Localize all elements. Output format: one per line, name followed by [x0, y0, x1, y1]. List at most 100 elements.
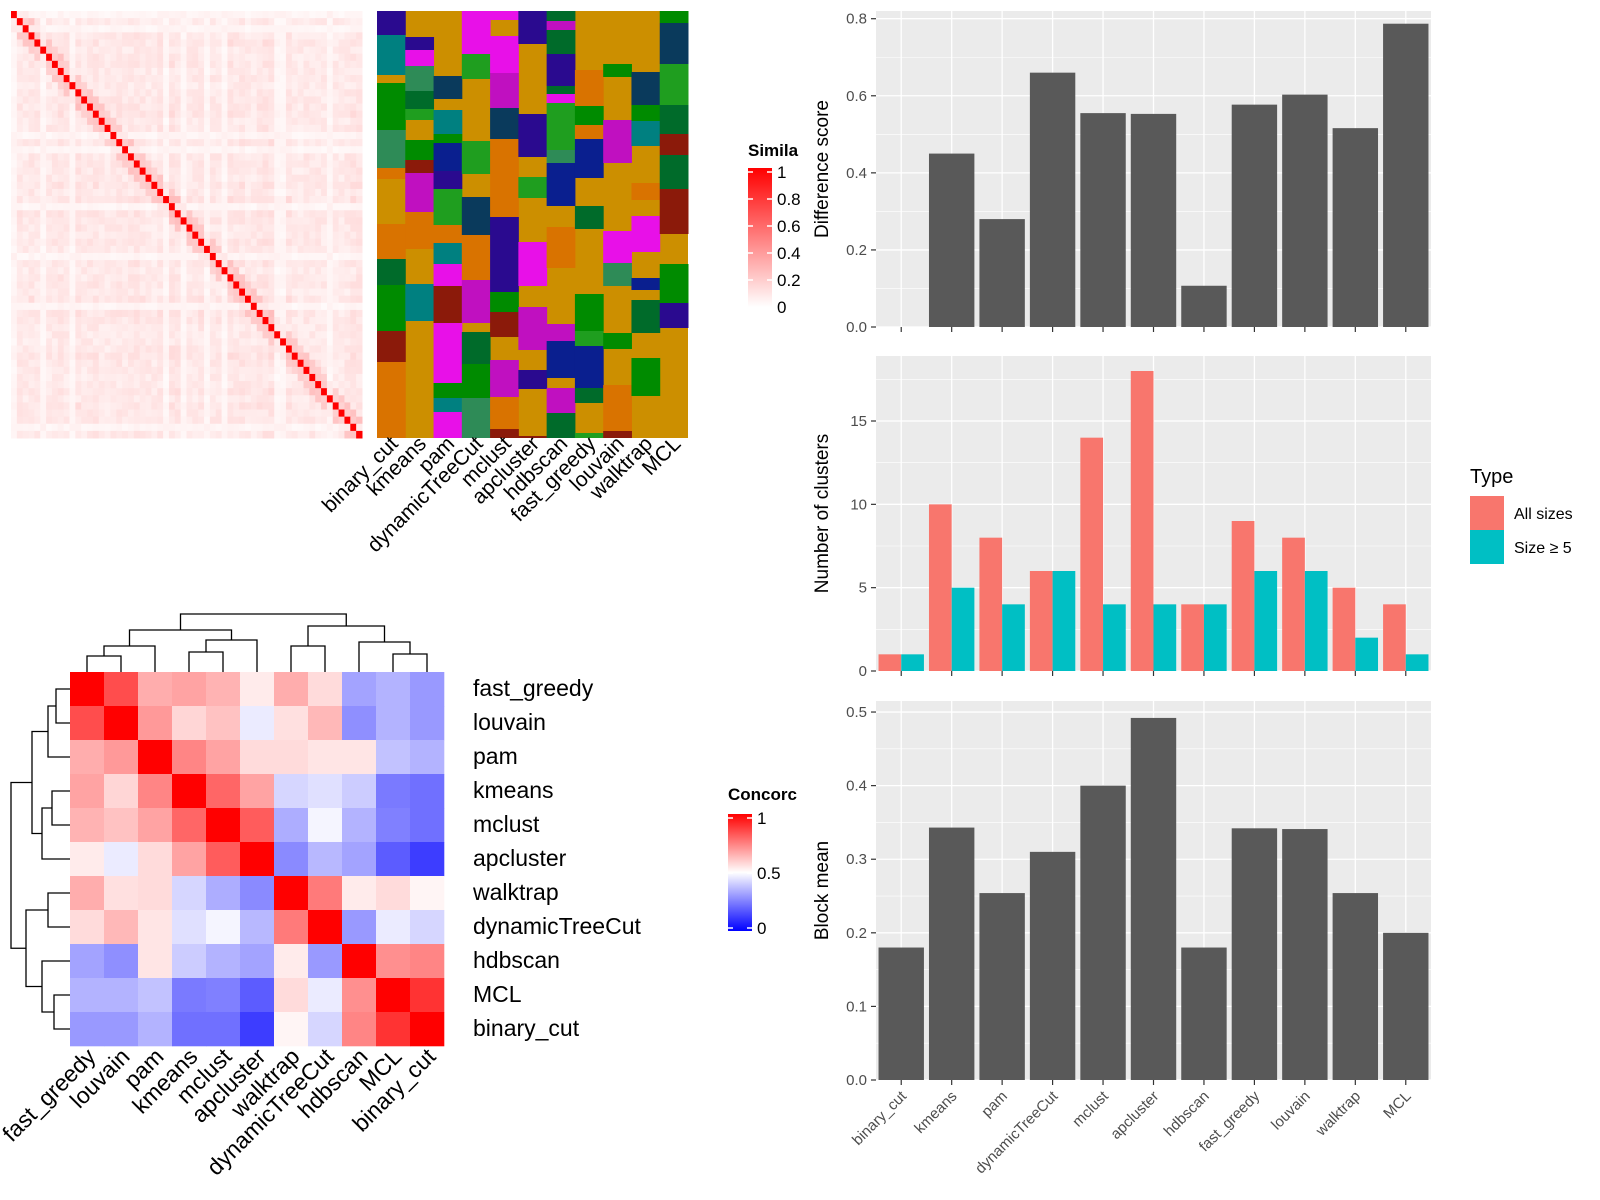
bar	[1181, 947, 1227, 1080]
similarity-cell	[309, 338, 316, 346]
similarity-cell	[338, 409, 345, 418]
similarity-cell	[57, 331, 65, 339]
similarity-cell	[350, 82, 357, 90]
concordance-cell	[240, 978, 275, 1013]
similarity-cell	[51, 46, 59, 55]
similarity-cell	[280, 281, 287, 290]
similarity-cell	[233, 260, 240, 268]
similarity-cell	[57, 53, 65, 62]
similarity-cell	[245, 245, 252, 254]
similarity-cell	[233, 18, 240, 26]
similarity-cell	[157, 381, 164, 389]
similarity-cell	[256, 160, 264, 169]
similarity-cell	[28, 231, 35, 240]
similarity-cell	[215, 423, 223, 432]
similarity-cell	[133, 224, 141, 233]
cluster-block	[433, 264, 463, 286]
similarity-cell	[280, 167, 287, 176]
similarity-cell	[128, 25, 135, 33]
similarity-cell	[250, 366, 258, 375]
similarity-cell	[116, 245, 123, 254]
similarity-cell	[245, 53, 252, 62]
similarity-cell	[344, 423, 351, 432]
similarity-cell	[262, 252, 269, 261]
similarity-cell	[262, 139, 269, 147]
similarity-cell	[221, 359, 228, 368]
similarity-cell	[174, 89, 182, 97]
concordance-cell	[240, 876, 275, 911]
similarity-cell	[192, 217, 199, 225]
concordance-cell	[342, 672, 377, 707]
similarity-cell	[22, 188, 30, 197]
similarity-cell	[139, 32, 147, 40]
similarity-cell	[81, 338, 88, 346]
similarity-cell	[233, 124, 240, 133]
similarity-cell	[75, 131, 82, 140]
similarity-cell	[157, 96, 164, 105]
similarity-cell	[63, 288, 70, 297]
similarity-cell	[297, 430, 304, 439]
similarity-cell	[40, 210, 47, 218]
similarity-cell	[309, 124, 316, 133]
similarity-cell	[87, 210, 94, 218]
similarity-cell	[274, 309, 281, 318]
similarity-cell	[209, 53, 217, 62]
similarity-cell	[350, 324, 357, 332]
similarity-cell	[57, 366, 65, 375]
similarity-cell	[285, 338, 293, 346]
similarity-cell	[151, 373, 158, 382]
similarity-cell	[145, 82, 152, 90]
similarity-cell	[110, 260, 117, 268]
similarity-cell	[274, 210, 281, 218]
similarity-cell	[321, 167, 328, 176]
similarity-cell	[233, 146, 240, 154]
similarity-cell	[139, 146, 147, 154]
similarity-cell	[34, 153, 41, 161]
similarity-cell	[285, 188, 293, 197]
similarity-cell	[332, 53, 340, 62]
cluster-block	[518, 242, 548, 286]
similarity-cell	[186, 160, 193, 169]
similarity-cell	[145, 153, 152, 161]
similarity-cell	[250, 217, 258, 225]
similarity-cell	[34, 46, 41, 55]
similarity-cell	[227, 188, 234, 197]
similarity-cell	[11, 160, 18, 169]
similarity-cell	[57, 359, 65, 368]
similarity-cell	[34, 174, 41, 183]
similarity-legend-tick: 0.8	[777, 190, 801, 209]
similarity-cell	[356, 395, 363, 403]
similarity-cell	[168, 96, 176, 105]
similarity-cell	[168, 402, 176, 411]
similarity-cell	[16, 302, 24, 311]
similarity-cell	[46, 124, 53, 133]
similarity-cell	[87, 309, 94, 318]
similarity-cell	[291, 25, 299, 33]
similarity-cell	[321, 18, 328, 26]
cluster-block	[461, 332, 491, 364]
similarity-cell	[34, 388, 41, 396]
similarity-cell	[344, 395, 351, 403]
similarity-cell	[309, 53, 316, 62]
similarity-cell	[151, 366, 158, 375]
similarity-cell	[46, 267, 53, 275]
similarity-cell	[63, 139, 70, 147]
similarity-cell	[163, 366, 170, 375]
similarity-cell	[28, 409, 35, 418]
similarity-cell	[163, 295, 170, 304]
similarity-cell	[57, 160, 65, 169]
concordance-cell	[342, 706, 377, 741]
similarity-cell	[262, 75, 269, 83]
similarity-cell	[350, 196, 357, 204]
similarity-cell	[34, 224, 41, 233]
concordance-row-label: apcluster	[473, 845, 567, 871]
similarity-cell	[28, 167, 35, 176]
similarity-cell	[180, 32, 187, 40]
similarity-cell	[81, 331, 88, 339]
similarity-cell	[116, 139, 123, 147]
similarity-cell	[280, 146, 287, 154]
similarity-cell	[122, 231, 129, 240]
y-tick-label: 0.4	[846, 165, 867, 182]
similarity-cell	[186, 423, 193, 432]
similarity-cell	[338, 295, 345, 304]
